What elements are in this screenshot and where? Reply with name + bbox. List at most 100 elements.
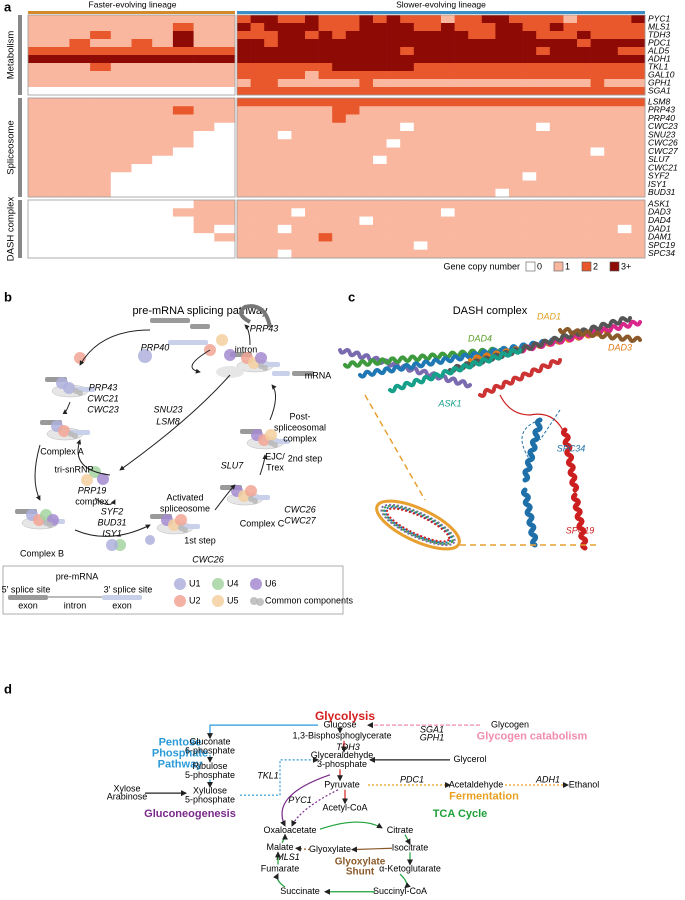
heatmap-cell [549, 241, 564, 251]
heatmap-cell [193, 15, 215, 24]
heatmap-cell [345, 147, 360, 157]
snrnp [272, 442, 278, 448]
heatmap-cell [214, 155, 236, 165]
heatmap-cell [617, 249, 632, 259]
snrnp [81, 474, 93, 486]
heatmap-cell [305, 79, 319, 88]
heatmap-cell [172, 122, 194, 132]
heatmap-cell [345, 172, 360, 181]
heatmap-cell [549, 114, 564, 124]
heatmap-cell [536, 180, 551, 190]
pathway-label: Glycogen [491, 720, 529, 730]
heatmap-cell [481, 233, 496, 242]
heatmap-cell [481, 180, 496, 190]
heatmap-cell [631, 139, 646, 148]
pathway-label: Malate [266, 842, 293, 852]
gene-label: SPC34 [648, 248, 675, 258]
heatmap-cell [237, 63, 251, 72]
heatmap-cell [400, 15, 415, 24]
heatmap-cell [277, 147, 292, 157]
heatmap-cell [90, 180, 112, 190]
snrnp [138, 349, 152, 363]
flow-arrow [119, 374, 231, 471]
heatmap-cell [631, 31, 646, 40]
heatmap-cell [359, 216, 374, 226]
heatmap-cell [454, 241, 469, 251]
heatmap-cell [359, 39, 374, 48]
heatmap-cell [495, 47, 510, 56]
heatmap-cell [427, 47, 442, 56]
heatmap-cell [305, 208, 319, 217]
heatmap-cell [48, 200, 70, 209]
heatmap-cell [441, 139, 455, 148]
heatmap-cell [237, 249, 251, 259]
heatmap-cell [549, 155, 564, 165]
heatmap-cell [69, 188, 91, 198]
heatmap-cell [318, 224, 333, 234]
heatmap-cell [563, 172, 578, 181]
heatmap-cell [454, 180, 469, 190]
heatmap-cell [454, 200, 469, 209]
heatmap-cell [522, 172, 537, 181]
heatmap-cell [522, 87, 537, 96]
splicing-label: complex [75, 496, 109, 506]
heatmap-cell [373, 216, 387, 226]
heatmap-cell [549, 47, 564, 56]
heatmap-cell [332, 79, 347, 88]
heatmap-cell [172, 131, 194, 140]
heatmap-cell [131, 131, 153, 140]
group-bar [18, 98, 22, 197]
legend-swatch [581, 261, 592, 272]
heatmap-cell [318, 233, 333, 242]
heatmap-cell [48, 71, 70, 80]
splicing-label: PRP43 [250, 323, 279, 333]
heatmap-cell [69, 131, 91, 140]
heatmap-cell [400, 155, 415, 165]
heatmap-cell [48, 188, 70, 198]
heatmap-cell [193, 55, 215, 64]
gene-label: SNU23 [648, 129, 676, 139]
heatmap-cell [264, 106, 279, 115]
heatmap-cell [509, 106, 523, 115]
heatmap-cell [468, 188, 483, 198]
legend-label: 3′ splice site [104, 584, 153, 594]
heatmap-cell [427, 31, 442, 40]
heatmap-cell [441, 131, 455, 140]
heatmap-cell [536, 147, 551, 157]
heatmap-cell [28, 180, 49, 190]
heatmap-cell [386, 15, 401, 24]
heatmap-cell [373, 71, 387, 80]
pathway-arrow [399, 873, 411, 889]
heatmap-cell [454, 188, 469, 198]
heatmap-cell [318, 31, 333, 40]
heatmap-cell [604, 164, 619, 173]
loop [499, 394, 566, 436]
heatmap-cell [48, 23, 70, 32]
heatmap-cell [495, 122, 510, 132]
heatmap-cell [291, 71, 306, 80]
rna-bar [292, 371, 314, 376]
heatmap-cell [277, 241, 292, 251]
heatmap-cell [549, 139, 564, 148]
heatmap-cell [332, 106, 347, 115]
heatmap-cell [345, 249, 360, 259]
heatmap-cell [172, 180, 194, 190]
heatmap-cell [172, 200, 194, 209]
heatmap-cell [481, 39, 496, 48]
heatmap-cell [48, 122, 70, 132]
heatmap-cell [332, 188, 347, 198]
helix [388, 348, 522, 394]
heatmap-cell [48, 155, 70, 165]
heatmap-cell [577, 172, 591, 181]
heatmap-cell [69, 98, 91, 107]
heatmap-cell [400, 216, 415, 226]
heatmap-cell [250, 79, 265, 88]
heatmap-cell [359, 224, 374, 234]
heatmap-cell [604, 249, 619, 259]
heatmap-cell [468, 63, 483, 72]
heatmap-cell [359, 188, 374, 198]
heatmap-cell [291, 188, 306, 198]
heatmap-cell [305, 47, 319, 56]
heatmap-cell [214, 98, 236, 107]
heatmap-cell [509, 39, 523, 48]
